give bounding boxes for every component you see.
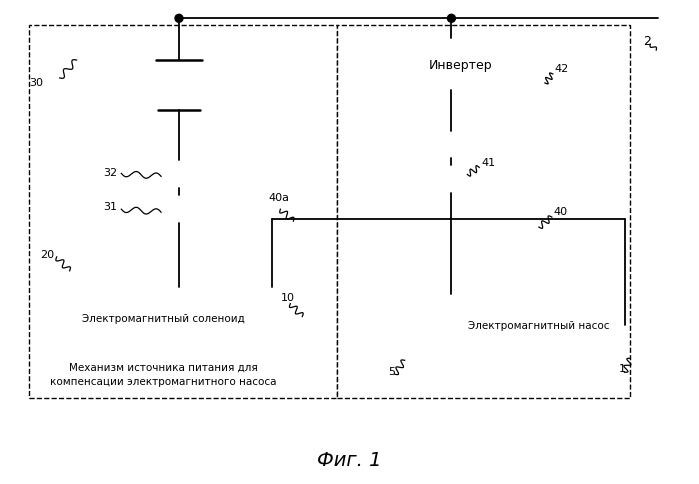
Bar <box>375 39 546 91</box>
Bar <box>337 26 630 398</box>
Bar <box>29 26 337 398</box>
Text: Фиг. 1: Фиг. 1 <box>317 450 382 469</box>
Bar <box>54 287 273 348</box>
Text: 1: 1 <box>619 363 626 374</box>
Text: 30: 30 <box>29 78 43 88</box>
Circle shape <box>175 15 183 23</box>
Circle shape <box>447 15 455 23</box>
Text: 31: 31 <box>103 202 117 212</box>
Text: 41: 41 <box>481 158 496 168</box>
Text: Электромагнитный насос: Электромагнитный насос <box>468 320 609 330</box>
Text: компенсации электромагнитного насоса: компенсации электромагнитного насоса <box>50 377 276 386</box>
Text: 40a: 40a <box>268 193 289 203</box>
Circle shape <box>447 216 455 224</box>
Text: 42: 42 <box>555 64 569 74</box>
Text: 40: 40 <box>554 207 568 217</box>
Bar <box>452 294 626 356</box>
Text: Инвертер: Инвертер <box>428 59 492 71</box>
Text: 5: 5 <box>388 366 395 377</box>
Text: 32: 32 <box>103 168 117 178</box>
Text: Электромагнитный соленоид: Электромагнитный соленоид <box>82 313 245 323</box>
Text: Механизм источника питания для: Механизм источника питания для <box>69 362 257 372</box>
Polygon shape <box>158 61 200 110</box>
Text: 20: 20 <box>40 249 54 259</box>
Text: 2: 2 <box>643 34 651 47</box>
Text: 10: 10 <box>280 292 294 302</box>
